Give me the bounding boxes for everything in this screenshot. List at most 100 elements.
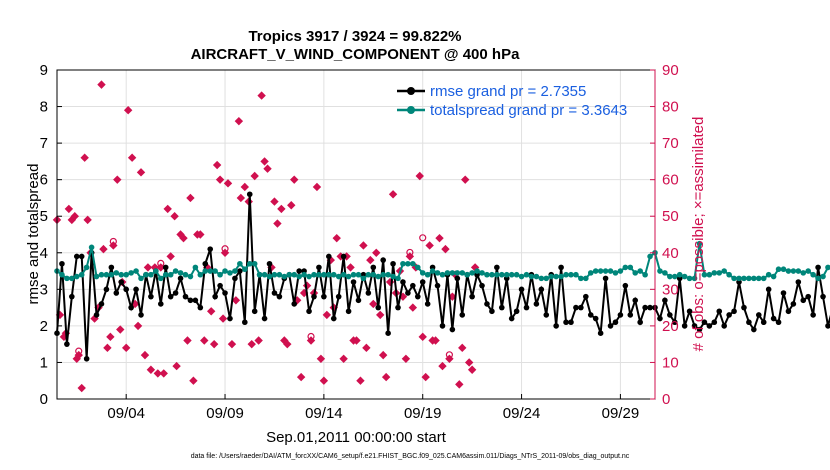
rmse-point-129 — [691, 323, 698, 329]
obs-assimilated-51 — [212, 160, 222, 170]
totalspread-point-109 — [592, 268, 599, 274]
totalspread-point-74 — [419, 270, 426, 276]
totalspread-point-38 — [242, 266, 248, 273]
totalspread-point-132 — [706, 271, 713, 278]
obs-assimilated-41 — [179, 233, 188, 243]
obs-markers — [52, 80, 480, 393]
obs-assimilated-37 — [166, 252, 175, 261]
totalspread-point-135 — [721, 268, 727, 274]
obs-assimilated-99 — [369, 299, 378, 309]
totalspread-point-72 — [410, 260, 416, 267]
totalspread-point-2 — [64, 275, 70, 282]
rmse-point-56 — [330, 315, 337, 322]
ytick-label-7: 7 — [40, 135, 48, 152]
obs-assimilated-43 — [186, 193, 195, 203]
rmse-point-3 — [69, 293, 75, 300]
ytick-label-6: 6 — [40, 172, 48, 189]
rmse-point-136 — [726, 312, 732, 318]
rmse-point-59 — [345, 308, 352, 315]
rmse-point-119 — [642, 304, 648, 311]
totalspread-point-20 — [153, 268, 159, 274]
rmse-point-152 — [805, 293, 812, 300]
totalspread-point-17 — [138, 275, 144, 282]
rmse-point-97 — [533, 301, 540, 307]
totalspread-point-119 — [642, 271, 648, 278]
totalspread-point-55 — [326, 271, 332, 278]
totalspread-point-122 — [657, 268, 663, 274]
totalspread-point-45 — [276, 271, 283, 278]
totalspread-point-54 — [321, 271, 327, 278]
totalspread-point-15 — [128, 270, 134, 276]
totalspread-point-143 — [760, 275, 767, 282]
obs-assimilated-42 — [183, 336, 192, 345]
totalspread-point-145 — [770, 273, 777, 280]
totalspread-point-102 — [558, 273, 564, 280]
totalspread-point-67 — [385, 271, 391, 278]
obs-assimilated-120 — [438, 361, 447, 371]
obs-possible-1 — [109, 237, 117, 246]
obs-assimilated-57 — [231, 296, 241, 305]
rmse-point-66 — [380, 257, 386, 263]
totalspread-point-105 — [573, 271, 579, 278]
rmse-point-145 — [770, 315, 777, 322]
obs-assimilated-83 — [316, 354, 326, 363]
totalspread-point-12 — [113, 270, 120, 276]
obs-assimilated-30 — [143, 263, 153, 272]
totalspread-point-149 — [790, 268, 797, 274]
totalspread-point-100 — [548, 273, 555, 280]
rmse-point-113 — [612, 319, 619, 326]
legend-rmse-marker — [407, 87, 415, 95]
rmse-point-30 — [202, 260, 209, 267]
rmse-point-1 — [59, 260, 65, 267]
obs-assimilated-50 — [209, 339, 219, 349]
obs-assimilated-65 — [257, 91, 266, 100]
totalspread-point-19 — [148, 271, 154, 278]
totalspread-point-30 — [202, 268, 209, 274]
obs-assimilated-88 — [332, 233, 341, 243]
rmse-point-120 — [647, 304, 653, 311]
totalspread-point-51 — [306, 273, 312, 280]
totalspread-point-88 — [489, 271, 495, 278]
totalspread-point-127 — [681, 273, 688, 280]
rmse-point-147 — [780, 290, 787, 296]
rmse-point-134 — [716, 308, 723, 315]
totalspread-point-91 — [503, 271, 510, 278]
legend-spread-marker — [407, 106, 415, 114]
y2tick-label-5: 50 — [662, 208, 679, 225]
totalspread-point-24 — [172, 268, 179, 274]
rmse-point-116 — [627, 312, 634, 318]
obs-assimilated-56 — [227, 339, 237, 349]
rmse-point-154 — [815, 264, 821, 271]
totalspread-point-110 — [597, 268, 604, 274]
totalspread-point-27 — [187, 273, 194, 280]
rmse-point-73 — [414, 293, 421, 300]
rmse-point-6 — [83, 355, 90, 362]
totalspread-point-140 — [746, 275, 752, 282]
rmse-point-29 — [197, 304, 204, 311]
totalspread-point-18 — [143, 271, 149, 278]
totalspread-point-134 — [716, 270, 723, 276]
rmse-point-93 — [513, 308, 520, 315]
totalspread-point-65 — [375, 273, 382, 280]
rmse-point-104 — [568, 319, 574, 326]
rmse-point-130 — [696, 326, 703, 333]
totalspread-point-126 — [676, 271, 683, 278]
totalspread-point-58 — [340, 271, 347, 278]
obs-possible-0 — [75, 347, 83, 355]
rmse-point-71 — [405, 290, 411, 296]
totalspread-point-48 — [291, 271, 298, 278]
totalspread-point-11 — [108, 271, 115, 278]
obs-assimilated-20 — [113, 175, 122, 184]
totalspread-point-130 — [696, 240, 703, 247]
totalspread-point-156 — [825, 264, 830, 271]
totalspread-point-76 — [429, 268, 436, 274]
rmse-point-128 — [686, 308, 693, 315]
totalspread-point-108 — [587, 270, 594, 276]
totalspread-point-68 — [390, 273, 396, 280]
totalspread-point-92 — [508, 271, 515, 278]
rmse-point-2 — [64, 341, 70, 347]
totalspread-point-90 — [498, 271, 505, 278]
totalspread-point-56 — [330, 271, 337, 278]
y2tick-label-4: 40 — [662, 245, 679, 262]
